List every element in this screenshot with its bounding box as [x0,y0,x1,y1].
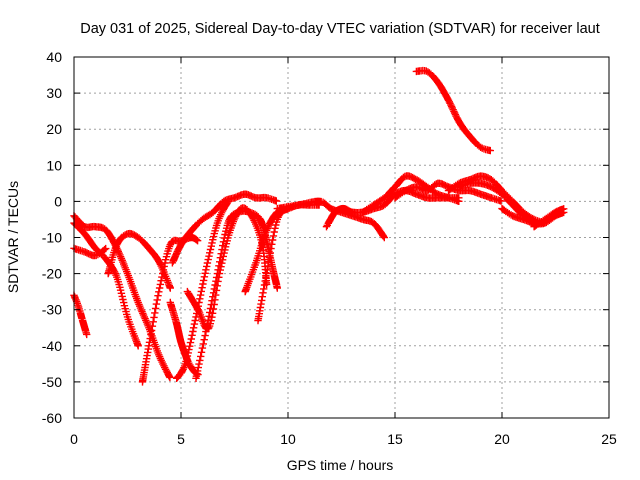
series-arc-08 [168,190,280,267]
series-arc-05 [104,229,174,292]
y-tick-label: 40 [46,49,62,65]
series-arc-09 [173,197,232,382]
y-tick-label: 20 [46,121,62,137]
x-tick-label: 20 [494,431,510,447]
y-tick-label: 10 [46,157,62,173]
y-tick-label: 0 [54,193,62,209]
y-tick-label: 30 [46,85,62,101]
series-arc-06 [138,233,202,386]
x-axis-label: GPS time / hours [287,457,394,473]
series-arc-14 [273,197,388,242]
y-tick-label: -60 [42,410,62,426]
series-markers [412,66,494,155]
x-tick-label: 0 [70,431,78,447]
y-tick-label: -40 [42,338,62,354]
y-tick-label: -30 [42,302,62,318]
x-tick-label: 10 [280,431,296,447]
axis-ticks: 0 5 10 15 20 25 -60 -50 -40 -30 -20 -10 0 10 20 30 40 [42,49,617,447]
y-tick-label: -10 [42,230,62,246]
y-tick-label: -20 [42,266,62,282]
grid-lines [74,57,609,418]
x-tick-label: 15 [387,431,403,447]
series-arc-11 [192,207,281,382]
chart-title: Day 031 of 2025, Sidereal Day-to-day VTE… [80,21,600,37]
x-tick-label: 25 [601,431,617,447]
x-tick-label: 5 [177,431,185,447]
series-arc-16 [359,172,463,216]
y-axis-label: SDTVAR / TECUs [5,181,21,293]
y-tick-label: -50 [42,374,62,390]
series-markers [530,205,568,231]
data-series [70,66,568,386]
series-arc-18 [412,66,494,155]
series-arc-22 [530,205,568,231]
